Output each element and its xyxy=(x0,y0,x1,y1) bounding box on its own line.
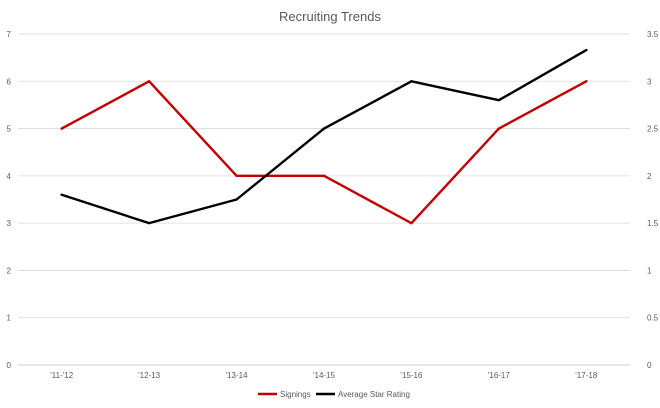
data-point xyxy=(147,80,151,83)
right-tick-label: 0 xyxy=(647,361,652,370)
gridlines xyxy=(18,33,630,366)
data-point xyxy=(497,127,501,130)
x-tick-label: '15-16 xyxy=(400,371,423,380)
left-tick-label: 1 xyxy=(7,314,12,323)
left-tick-label: 2 xyxy=(7,266,12,275)
right-tick-label: 0.5 xyxy=(647,314,659,323)
x-tick-label: '17-18 xyxy=(575,371,598,380)
x-tick-label: '12-13 xyxy=(138,371,161,380)
right-tick-label: 1.5 xyxy=(647,219,659,228)
legend: Signings Average Star Rating xyxy=(258,390,410,399)
left-tick-label: 0 xyxy=(7,361,12,370)
data-point xyxy=(585,48,588,52)
x-axis: '11-'12 '12-13 '13-14 '14-15 '15-16 '16-17 '17… xyxy=(50,371,598,380)
right-tick-label: 3.5 xyxy=(647,30,659,39)
right-axis: 0 0.5 1 1.5 2 2.5 3 3.5 xyxy=(647,30,659,370)
data-point xyxy=(60,193,63,196)
right-tick-label: 3 xyxy=(647,77,652,86)
left-tick-label: 3 xyxy=(7,219,12,228)
data-point xyxy=(322,174,326,178)
right-tick-label: 1 xyxy=(647,266,652,275)
series-line-average-star-rating xyxy=(60,48,588,225)
left-tick-label: 5 xyxy=(7,125,12,134)
left-tick-label: 4 xyxy=(7,172,12,181)
data-point xyxy=(60,127,63,130)
legend-label: Average Star Rating xyxy=(338,390,410,399)
data-point xyxy=(322,127,326,130)
left-tick-label: 6 xyxy=(7,77,12,86)
right-tick-label: 2.5 xyxy=(647,125,659,134)
data-point xyxy=(235,174,238,178)
x-tick-label: '13-14 xyxy=(226,371,249,380)
x-tick-label: '11-'12 xyxy=(50,371,73,380)
data-point xyxy=(585,80,588,83)
data-point xyxy=(147,221,151,225)
chart-title: Recruiting Trends xyxy=(279,9,381,24)
legend-label: Signings xyxy=(280,390,311,399)
data-point xyxy=(410,80,413,83)
left-tick-label: 7 xyxy=(7,30,12,39)
data-point xyxy=(410,221,413,225)
right-tick-label: 2 xyxy=(647,172,652,181)
left-axis: 0 1 2 3 4 5 6 7 xyxy=(7,30,12,370)
series-lines xyxy=(60,48,588,225)
data-point xyxy=(497,99,501,102)
data-point xyxy=(235,198,238,201)
x-tick-label: '16-17 xyxy=(488,371,511,380)
x-tick-label: '14-15 xyxy=(313,371,336,380)
series-line-signings xyxy=(60,80,588,225)
